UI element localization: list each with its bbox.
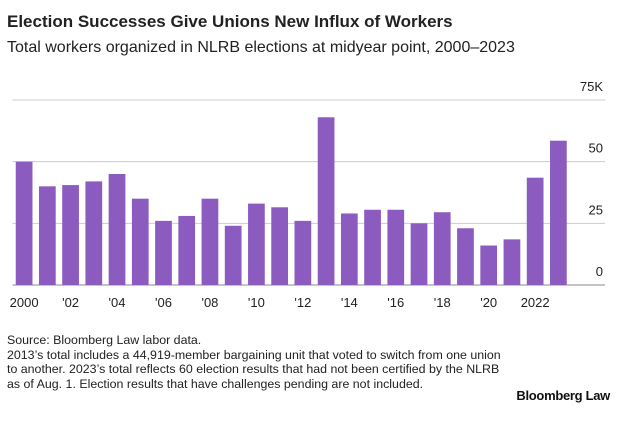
y-tick-label: 75K	[580, 79, 603, 94]
source: Source: Bloomberg Law labor data.	[7, 333, 202, 347]
x-tick-label: '02	[62, 295, 79, 310]
bar	[433, 212, 451, 285]
x-tick-label: '16	[387, 295, 404, 310]
bar	[248, 203, 265, 285]
bar	[62, 185, 79, 285]
y-tick-label: 50	[589, 141, 603, 156]
bar	[294, 220, 312, 285]
x-tick-label: '12	[294, 295, 311, 310]
bar	[503, 239, 521, 285]
x-tick-label: '06	[155, 295, 172, 310]
note: 2013’s total includes a 44,919-member ba…	[7, 347, 501, 391]
x-tick-label: 2000	[10, 295, 39, 310]
x-tick-label: '18	[434, 295, 451, 310]
bar	[317, 117, 335, 286]
y-tick-label: 25	[589, 202, 603, 217]
bar	[457, 228, 474, 285]
bar	[387, 209, 405, 285]
bar	[340, 213, 358, 285]
x-tick-label: '20	[480, 295, 497, 310]
x-tick-label: 2022	[521, 295, 550, 310]
bar	[550, 140, 567, 285]
bar	[364, 209, 381, 285]
x-tick-label: '04	[109, 295, 126, 310]
notes: Source: Bloomberg Law labor data. 2013’s…	[7, 333, 507, 391]
bar	[15, 161, 33, 285]
credit: Bloomberg Law	[516, 388, 610, 403]
bar	[38, 186, 56, 285]
bar	[480, 245, 498, 285]
bar	[224, 225, 242, 285]
bar	[155, 220, 172, 285]
x-tick-label: '08	[201, 295, 218, 310]
chart: Election Successes Give Unions New Influ…	[7, 12, 605, 310]
bar	[178, 215, 196, 285]
bar	[131, 198, 149, 285]
y-tick-label: 0	[596, 264, 603, 279]
bar	[108, 174, 126, 285]
bar	[410, 223, 428, 285]
x-tick-label: '14	[341, 295, 358, 310]
bar	[271, 207, 288, 285]
bar	[526, 177, 544, 285]
bar	[85, 181, 103, 285]
chart-title: Election Successes Give Unions New Influ…	[7, 12, 453, 31]
x-tick-label: '10	[248, 295, 265, 310]
bar	[201, 198, 219, 285]
chart-subtitle: Total workers organized in NLRB election…	[7, 39, 515, 56]
